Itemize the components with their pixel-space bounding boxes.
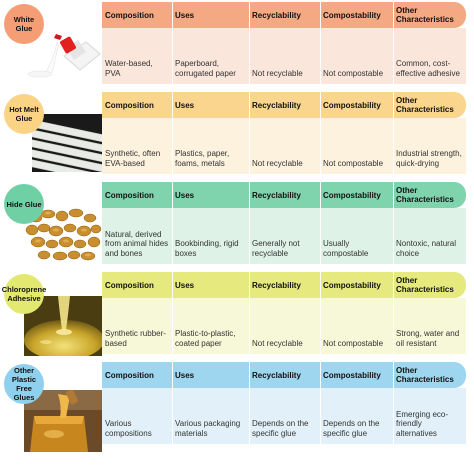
header-row: Composition Uses Recyclability Compostab… — [102, 362, 466, 388]
cell-recyclability: Not recyclable — [252, 338, 303, 348]
header-row: Composition Uses Recyclability Compostab… — [102, 182, 466, 208]
column-divider — [393, 272, 394, 354]
cell-compostability: Not compostable — [323, 68, 384, 78]
cell-compostability: Depends on the specific glue — [323, 419, 380, 438]
badge-other-plastic-free-glues: Other Plastic Free Glues — [4, 364, 44, 404]
header-row: Composition Uses Recyclability Compostab… — [102, 2, 466, 28]
header-recyclability: Recyclability — [252, 280, 301, 290]
cell-uses: Bookbinding, rigid boxes — [175, 239, 239, 258]
header-recyclability: Recyclability — [252, 190, 301, 200]
header-compostability: Compostability — [323, 100, 381, 110]
header-composition: Composition — [105, 10, 154, 20]
table-hide-glue: Composition Uses Recyclability Compostab… — [102, 182, 466, 264]
header-recyclability: Recyclability — [252, 10, 301, 20]
header-row: Composition Uses Recyclability Compostab… — [102, 92, 466, 118]
header-recyclability: Recyclability — [252, 370, 301, 380]
cell-uses: Paperboard, corrugated paper — [175, 59, 236, 78]
body-row: Water-based, PVA Paperboard, corrugated … — [102, 28, 466, 84]
row-other-plastic-free-glues: Other Plastic Free Glues Composition Use… — [0, 362, 474, 472]
body-row: Synthetic rubber-based Plastic-to-plasti… — [102, 298, 466, 354]
column-divider — [249, 92, 250, 174]
table-hot-melt-glue: Composition Uses Recyclability Compostab… — [102, 92, 466, 174]
column-divider — [249, 2, 250, 84]
cell-uses: Plastics, paper, foams, metals — [175, 149, 230, 168]
column-divider — [249, 272, 250, 354]
cell-composition: Synthetic rubber-based — [105, 329, 166, 348]
adhesive-drip-icon — [24, 296, 102, 356]
header-other-characteristics: Other Characteristics — [396, 6, 454, 24]
body-row: Various compositions Various packaging m… — [102, 388, 466, 444]
badge-hide-glue: Hide Glue — [4, 184, 44, 224]
header-compostability: Compostability — [323, 370, 381, 380]
row-hot-melt-glue: Hot Melt Glue Composition Uses Recyclabi… — [0, 92, 474, 178]
cell-composition: Natural, derived from animal hides and b… — [105, 229, 169, 258]
cell-uses: Various packaging materials — [175, 419, 241, 438]
cell-recyclability: Depends on the specific glue — [252, 419, 309, 438]
header-composition: Composition — [105, 280, 154, 290]
header-compostability: Compostability — [323, 10, 381, 20]
cell-recyclability: Not recyclable — [252, 68, 303, 78]
header-uses: Uses — [175, 190, 195, 200]
cell-recyclability: Not recyclable — [252, 158, 303, 168]
header-other-characteristics: Other Characteristics — [396, 186, 454, 204]
header-uses: Uses — [175, 370, 195, 380]
column-divider — [320, 2, 321, 84]
badge-hot-melt-glue: Hot Melt Glue — [4, 94, 44, 134]
column-divider — [320, 362, 321, 444]
column-divider — [172, 182, 173, 264]
column-divider — [172, 362, 173, 444]
header-other-characteristics: Other Characteristics — [396, 96, 454, 114]
badge-chloroprene-adhesive: Chloroprene Adhesive — [2, 274, 46, 314]
header-composition: Composition — [105, 100, 154, 110]
cell-compostability: Not compostable — [323, 338, 384, 348]
cell-recyclability: Generally not recyclable — [252, 239, 300, 258]
body-row: Natural, derived from animal hides and b… — [102, 208, 466, 264]
cell-composition: Synthetic, often EVA-based — [105, 149, 161, 168]
table-other-plastic-free-glues: Composition Uses Recyclability Compostab… — [102, 362, 466, 444]
column-divider — [393, 362, 394, 444]
column-divider — [393, 2, 394, 84]
column-divider — [172, 2, 173, 84]
cell-composition: Various compositions — [105, 419, 152, 438]
cell-uses: Plastic-to-plastic, coated paper — [175, 329, 236, 348]
row-chloroprene-adhesive: Chloroprene Adhesive Composition Uses Re… — [0, 272, 474, 358]
table-chloroprene-adhesive: Composition Uses Recyclability Compostab… — [102, 272, 466, 354]
cell-other-characteristics: Emerging eco-friendly alternatives — [396, 409, 449, 438]
column-divider — [249, 182, 250, 264]
header-other-characteristics: Other Characteristics — [396, 276, 454, 294]
body-row: Synthetic, often EVA-based Plastics, pap… — [102, 118, 466, 174]
column-divider — [393, 182, 394, 264]
column-divider — [320, 182, 321, 264]
header-other-characteristics: Other Characteristics — [396, 366, 454, 384]
column-divider — [172, 92, 173, 174]
column-divider — [320, 92, 321, 174]
row-hide-glue: Hide Glue Composit — [0, 182, 474, 268]
header-uses: Uses — [175, 100, 195, 110]
column-divider — [393, 92, 394, 174]
cell-other-characteristics: Nontoxic, natural choice — [396, 239, 457, 258]
cell-compostability: Not compostable — [323, 158, 384, 168]
glue-granules-icon — [24, 204, 102, 264]
header-composition: Composition — [105, 370, 154, 380]
cell-compostability: Usually compostable — [323, 239, 369, 258]
cell-composition: Water-based, PVA — [105, 59, 153, 78]
glue-bottle-icon — [24, 18, 102, 80]
glue-sticks-icon — [24, 114, 102, 172]
cell-other-characteristics: Common, cost-effective adhesive — [396, 59, 460, 78]
row-white-glue: White Glue Composition Uses Recyclabilit… — [0, 2, 474, 88]
badge-white-glue: White Glue — [4, 4, 44, 44]
column-divider — [249, 362, 250, 444]
header-recyclability: Recyclability — [252, 100, 301, 110]
cell-other-characteristics: Strong, water and oil resistant — [396, 329, 460, 348]
header-row: Composition Uses Recyclability Compostab… — [102, 272, 466, 298]
header-compostability: Compostability — [323, 190, 381, 200]
header-compostability: Compostability — [323, 280, 381, 290]
table-white-glue: Composition Uses Recyclability Compostab… — [102, 2, 466, 84]
header-composition: Composition — [105, 190, 154, 200]
cell-other-characteristics: Industrial strength, quick-drying — [396, 149, 462, 168]
header-uses: Uses — [175, 10, 195, 20]
header-uses: Uses — [175, 280, 195, 290]
column-divider — [172, 272, 173, 354]
column-divider — [320, 272, 321, 354]
